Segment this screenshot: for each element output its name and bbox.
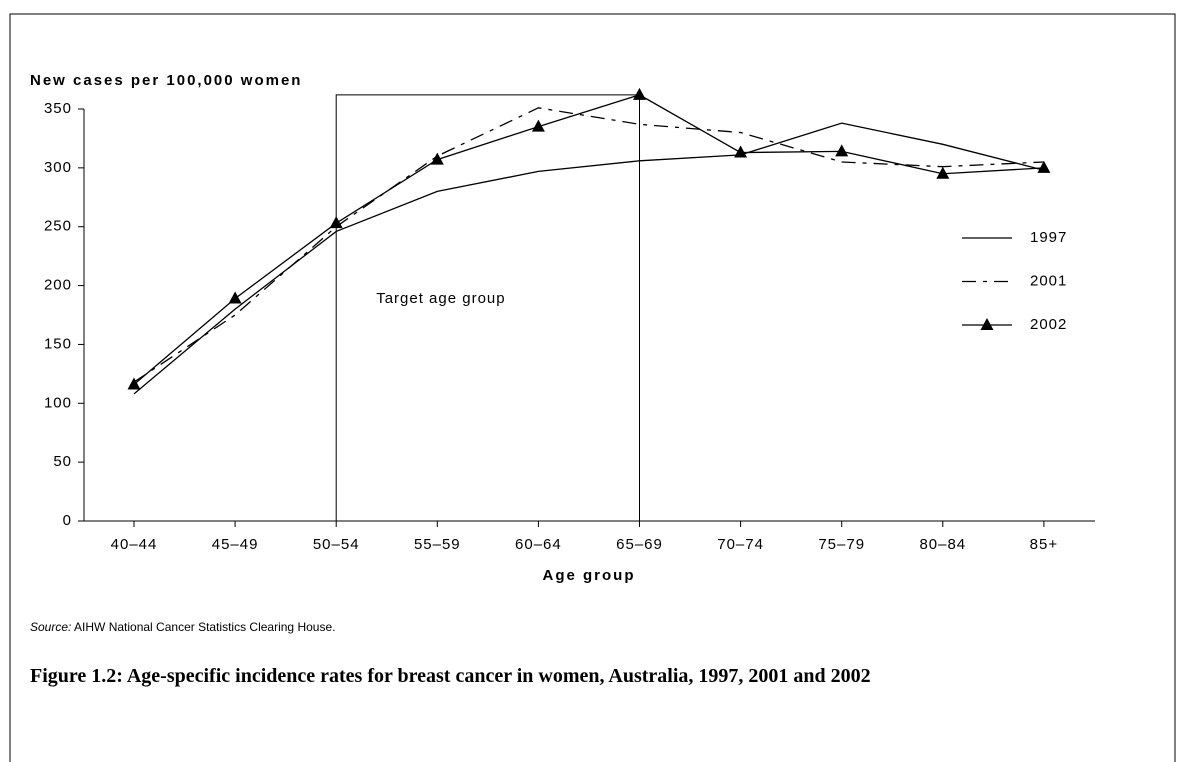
marker [936,166,950,179]
marker [127,377,141,390]
legend-marker [980,318,994,330]
x-tick-label: 80–84 [919,536,966,553]
caption: Figure 1.2: Age-specific incidence rates… [30,665,871,687]
x-tick-label: 55–59 [414,536,461,553]
marker [633,87,646,100]
marker [228,291,242,304]
y-tick-label: 50 [53,453,72,470]
y-axis-label: New cases per 100,000 women [30,72,302,89]
marker [430,152,444,165]
source-text: AIHW National Cancer Statistics Clearing… [74,620,336,634]
annotation: Target age group [376,290,505,307]
series-line [133,107,1044,383]
x-tick-label: 60–64 [515,536,562,553]
series-line [133,94,1044,385]
marker [531,119,545,132]
legend-label: 2001 [1030,272,1067,289]
marker [734,145,748,158]
marker [329,216,343,229]
x-tick-label: 50–54 [313,536,360,553]
x-tick-label: 40–44 [111,536,158,553]
x-tick-label: 85+ [1030,536,1058,553]
marker [1037,160,1051,173]
y-tick-label: 300 [44,159,72,176]
target-box [335,94,640,522]
series-line [133,122,1045,395]
frame [9,13,1176,762]
marker [835,144,849,157]
y-tick-label: 350 [44,100,72,117]
y-tick-label: 150 [44,335,72,352]
y-tick-label: 0 [63,512,72,529]
source: Source: AIHW National Cancer Statistics … [30,620,335,634]
y-tick-label: 200 [44,277,72,294]
x-tick-label: 75–79 [818,536,865,553]
source-label: Source: [30,620,72,634]
x-tick-label: 45–49 [212,536,259,553]
y-tick-label: 100 [44,394,72,411]
x-tick-label: 65–69 [616,536,663,553]
legend-label: 1997 [1030,229,1067,246]
y-tick-label: 250 [44,218,72,235]
legend-label: 2002 [1030,316,1067,333]
x-tick-label: 70–74 [717,536,764,553]
x-axis-label: Age group [543,567,636,584]
